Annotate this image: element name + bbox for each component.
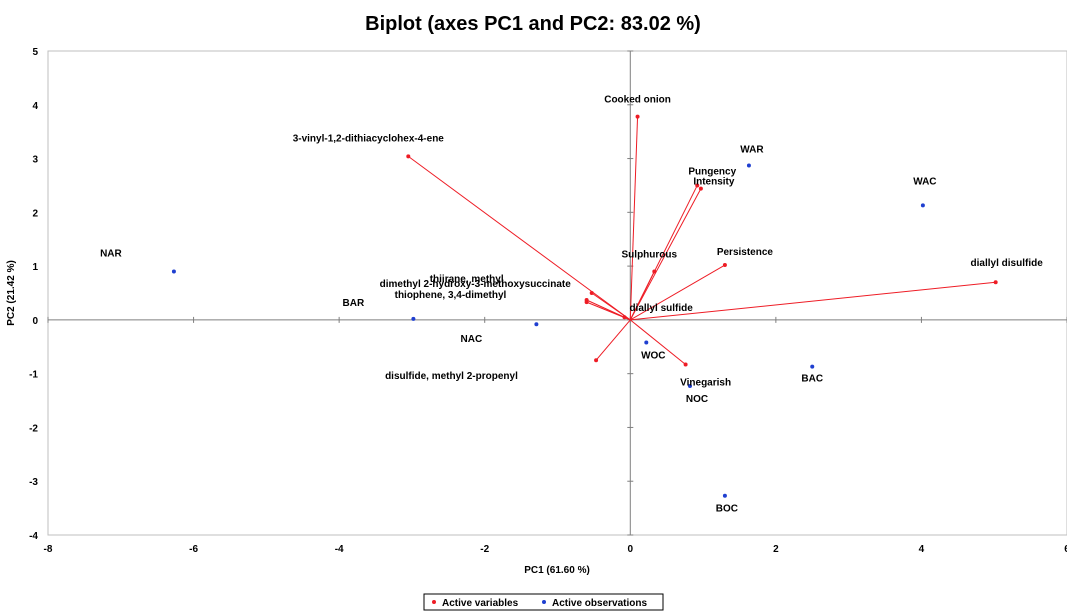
x-tick-label: 2: [773, 544, 779, 555]
observation-point-bac: [810, 364, 815, 369]
vector-diallyl-disulfide: [630, 281, 996, 321]
observation-point-nar: [171, 269, 176, 274]
variable-point-thiophene-3-4-dimethyl: [584, 300, 589, 305]
variable-point-pungency: [695, 183, 700, 188]
observation-point-wac: [920, 203, 925, 208]
observation-label-nar: NAR: [100, 248, 122, 259]
x-tick-label: 4: [919, 544, 925, 555]
x-tick-label: -6: [189, 544, 198, 555]
observation-point-war: [746, 163, 751, 168]
legend-label-variables: Active variables: [442, 598, 519, 609]
vector-vinegarish: [629, 319, 686, 365]
observation-point-bar: [411, 316, 416, 321]
ticks-layer: -8 -6 -4 -2 0 2 4 6 -4 -3 -2 -1 0 1 2 3 4 5: [29, 47, 1067, 555]
observation-point-nac: [534, 322, 539, 327]
y-tick-label: 4: [32, 101, 38, 112]
variable-label-disulfide-methyl-2-propenyl: disulfide, methyl 2-propenyl: [385, 371, 518, 382]
axes-layer: [47, 50, 1067, 536]
vector-cooked-onion: [629, 116, 639, 320]
vector-persistence: [630, 264, 726, 321]
variable-point-diallyl-disulfide: [993, 280, 998, 285]
variable-label-intensity: Intensity: [693, 177, 735, 188]
y-tick-label: 3: [32, 155, 38, 166]
labels-layer: Cooked onion 3-vinyl-1,2-dithiacyclohex-4…: [100, 95, 1043, 515]
variable-label-dimethyl-2-hydroxy-3-methoxysuccinate: dimethyl 2-hydroxy-3-methoxysuccinate: [380, 279, 572, 290]
y-tick-label: -1: [29, 370, 38, 381]
variable-point-cooked-onion: [635, 114, 640, 119]
observation-point-woc: [644, 340, 649, 345]
variable-label-thiirane-methyl: thiirane, methyl: [430, 274, 504, 285]
points-layer: [171, 114, 998, 498]
legend-label-observations: Active observations: [552, 598, 647, 609]
legend-marker-variables: [432, 600, 436, 604]
observation-label-bac: BAC: [801, 374, 823, 385]
variable-label-thiophene-3-4-dimethyl: thiophene, 3,4-dimethyl: [395, 290, 507, 301]
observation-label-boc: BOC: [716, 504, 738, 515]
y-tick-label: 2: [32, 208, 38, 219]
variable-label-persistence: Persistence: [717, 247, 774, 258]
vector-sulphurous: [629, 271, 655, 321]
observation-label-nac: NAC: [461, 334, 483, 345]
variable-label-sulphurous: Sulphurous: [622, 249, 678, 260]
variable-label-cooked-onion: Cooked onion: [604, 95, 671, 106]
y-tick-label: 1: [32, 262, 38, 273]
x-tick-label: -8: [44, 544, 53, 555]
variable-point-diallyl-sulfide: [622, 315, 627, 320]
y-tick-label: 0: [32, 316, 38, 327]
chart-title: Biplot (axes PC1 and PC2: 83.02 %): [365, 13, 701, 35]
variable-point-3-vinyl-1-2-dithiacyclohex-4-ene: [406, 154, 411, 159]
vectors-layer: [407, 116, 996, 365]
observation-label-noc: NOC: [686, 394, 708, 405]
observation-point-boc: [722, 493, 727, 498]
vector-intensity: [629, 188, 702, 321]
variable-label-diallyl-disulfide: diallyl disulfide: [971, 258, 1044, 269]
variable-label-diallyl-sulfide: diallyl sulfide: [629, 303, 693, 314]
x-tick-label: 0: [628, 544, 634, 555]
variable-point-sulphurous: [652, 269, 657, 274]
y-axis-title: PC2 (21.42 %): [6, 260, 17, 326]
variable-point-thiirane-methyl: [589, 291, 594, 295]
vector-disulfide-methyl-2-propenyl: [595, 319, 631, 361]
variable-point-persistence: [722, 263, 727, 268]
variable-label-vinegarish: Vinegarish: [680, 378, 731, 389]
y-tick-label: -4: [29, 531, 38, 542]
variable-point-vinegarish: [683, 362, 688, 367]
observation-label-bar: BAR: [343, 298, 365, 309]
legend: Active variables Active observations: [423, 593, 664, 611]
observation-label-wac: WAC: [913, 176, 936, 187]
variable-label-pungency: Pungency: [688, 166, 736, 177]
x-axis-title: PC1 (61.60 %): [524, 565, 590, 576]
observation-point-noc: [687, 384, 692, 389]
observation-label-woc: WOC: [641, 350, 665, 361]
y-tick-label: -3: [29, 477, 38, 488]
variable-point-disulfide-methyl-2-propenyl: [594, 358, 599, 363]
legend-marker-observations: [542, 600, 546, 604]
x-tick-label: 6: [1064, 544, 1067, 555]
variable-point-intensity: [698, 186, 703, 191]
y-tick-label: -2: [29, 423, 38, 434]
x-tick-label: -4: [335, 544, 344, 555]
y-tick-label: 5: [32, 47, 38, 58]
observation-label-war: WAR: [740, 145, 764, 156]
variable-label-3-vinyl-1-2-dithiacyclohex-4-ene: 3-vinyl-1,2-dithiacyclohex-4-ene: [293, 133, 445, 144]
x-tick-label: -2: [480, 544, 489, 555]
plot-area: [47, 50, 1067, 536]
